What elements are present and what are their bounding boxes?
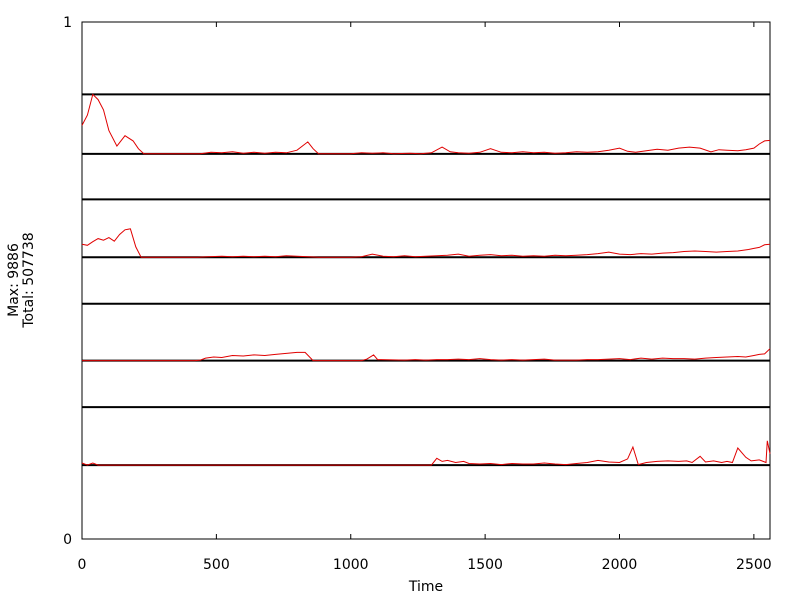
x-axis-title: Time (408, 579, 443, 595)
y-tick-label-max: 1 (63, 15, 72, 31)
y-tick-label-min: 0 (63, 532, 72, 548)
x-tick-label-4: 2000 (602, 557, 638, 573)
x-tick-label-5: 2500 (736, 557, 772, 573)
band-3-series (82, 349, 770, 361)
band-1-series (82, 94, 770, 153)
y-axis-title-line-2: Total: 507738 (21, 232, 37, 328)
series-lines (82, 94, 770, 465)
x-tick-label-2: 1000 (333, 557, 369, 573)
band-4-series (82, 441, 770, 465)
y-axis-title-line-1: Max: 9886 (6, 243, 22, 317)
band-2-series (82, 229, 770, 257)
x-tick-label-3: 1500 (467, 557, 503, 573)
x-tick-label-0: 0 (78, 557, 87, 573)
y-axis-title: Max: 9886 Total: 507738 (6, 232, 37, 328)
x-ticks: 0 500 1000 1500 2000 2500 (78, 22, 772, 573)
x-tick-label-1: 500 (203, 557, 230, 573)
